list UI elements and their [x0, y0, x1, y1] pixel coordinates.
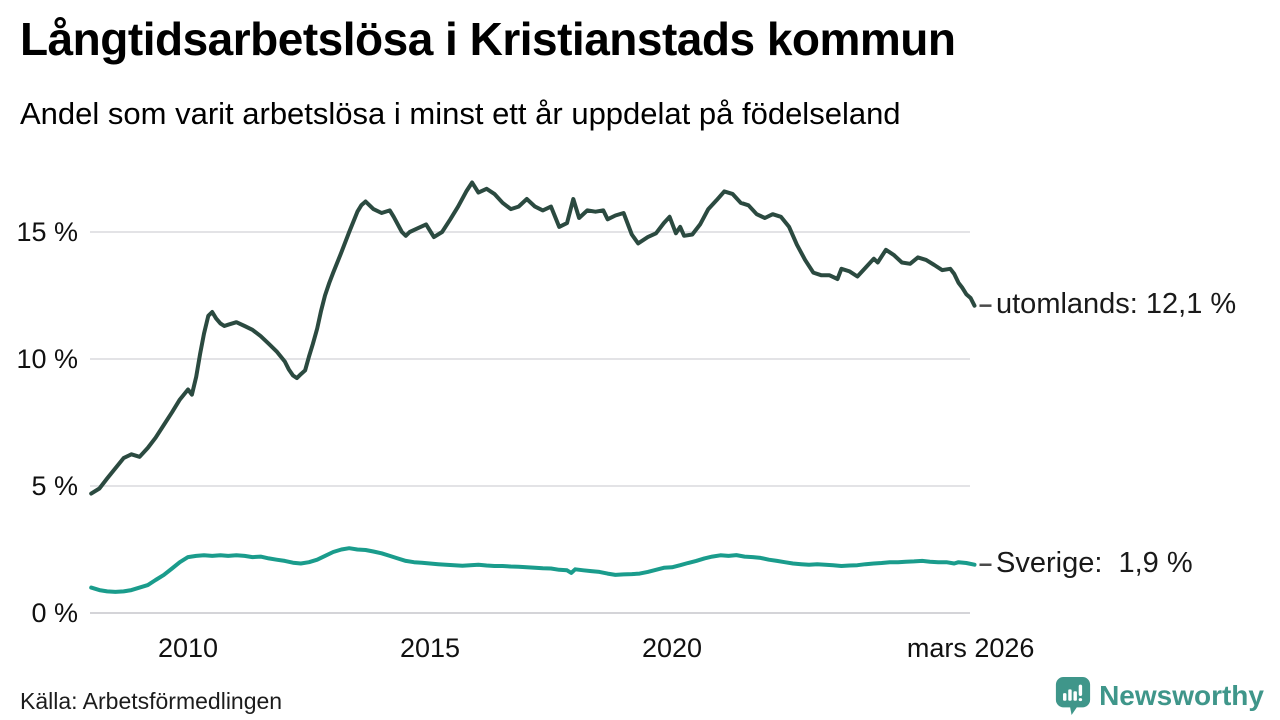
- source-note: Källa: Arbetsförmedlingen: [20, 688, 283, 714]
- series-end-label-sverige: Sverige: 1,9 %: [996, 546, 1193, 579]
- x-tick-label: 2020: [642, 633, 702, 663]
- page-subtitle: Andel som varit arbetslösa i minst ett å…: [20, 96, 901, 131]
- series-end-label-utomlands: utomlands: 12,1 %: [996, 287, 1237, 320]
- page-title: Långtidsarbetslösa i Kristianstads kommu…: [20, 13, 956, 65]
- newsworthy-wordmark: Newsworthy: [1099, 680, 1264, 711]
- series-line-Sverige: [89, 546, 977, 594]
- x-tick-label: mars 2026: [907, 633, 1035, 663]
- y-tick-label: 15 %: [16, 217, 78, 247]
- y-tick-label: 0 %: [31, 598, 78, 628]
- newsworthy-logo: Newsworthy: [1054, 676, 1264, 716]
- x-tick-label: 2010: [158, 633, 218, 663]
- bar-chart-speech-bubble-icon: [1055, 677, 1091, 715]
- series-line-utomlands: [89, 180, 977, 496]
- y-tick-label: 5 %: [31, 471, 78, 501]
- x-tick-label: 2015: [400, 633, 460, 663]
- y-tick-label: 10 %: [16, 344, 78, 374]
